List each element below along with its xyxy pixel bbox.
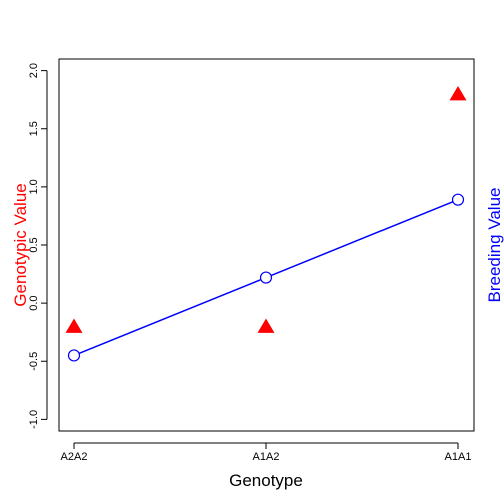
breeding-point: [451, 193, 465, 206]
y-tick-label: 1.0: [28, 179, 40, 194]
y-axis-title-left: Genotypic Value: [11, 183, 30, 306]
y-axis-title-right: Breeding Value: [485, 188, 504, 303]
plot-frame: [58, 58, 475, 432]
y-tick-label: -0.5: [28, 352, 40, 371]
x-tick-label: A1A1: [445, 451, 472, 463]
series-layer: [65, 86, 467, 362]
y-axis: -1.0 -0.5 0.0 0.5 1.0 1.5 2.0: [28, 63, 48, 429]
genotypic-point: [449, 86, 467, 101]
y-tick-label: 1.5: [28, 121, 40, 136]
y-tick-label: 2.0: [28, 63, 40, 78]
breeding-point: [259, 271, 273, 284]
x-tick-label: A2A2: [61, 451, 88, 463]
x-tick-label: A1A2: [253, 451, 280, 463]
breeding-point: [67, 349, 81, 362]
x-axis-title: Genotype: [229, 471, 303, 490]
genotypic-point: [65, 318, 83, 333]
y-tick-label: 0.0: [28, 295, 40, 310]
y-tick-label: 0.5: [28, 237, 40, 252]
y-tick-label: -1.0: [28, 410, 40, 429]
genotypic-point: [257, 318, 275, 333]
x-axis: A2A2 A1A2 A1A1: [61, 442, 472, 463]
